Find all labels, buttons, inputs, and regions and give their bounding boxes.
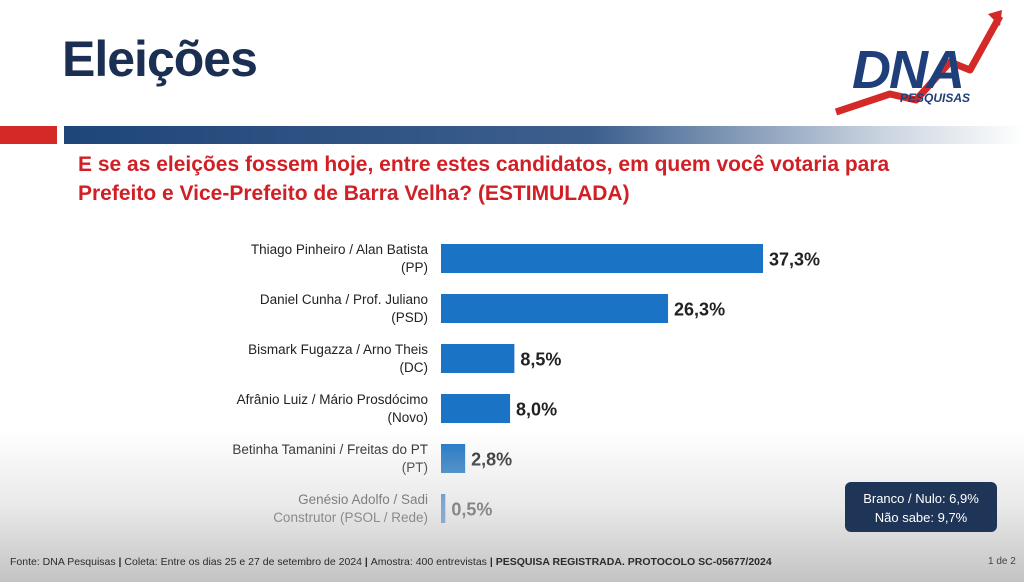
survey-question: E se as eleições fossem hoje, entre este… — [78, 150, 978, 208]
bar — [441, 344, 515, 373]
bar — [441, 494, 446, 523]
blank-null-text: Branco / Nulo: 6,9% — [863, 491, 979, 506]
category-label: Betinha Tamanini / Freitas do PT — [232, 442, 428, 457]
question-line-1: E se as eleições fossem hoje, entre este… — [78, 153, 890, 176]
bar-value-label: 0,5% — [451, 500, 492, 520]
header-red-stripe — [0, 126, 57, 144]
bar — [441, 244, 763, 273]
logo-subtext: PESQUISAS — [900, 91, 970, 105]
bar-value-label: 8,0% — [516, 400, 557, 420]
footer: Fonte: DNA Pesquisas | Coleta: Entre os … — [10, 556, 772, 568]
footer-separator: | — [486, 556, 496, 568]
page-title: Eleições — [62, 31, 258, 87]
question-line-2: Prefeito e Vice-Prefeito de Barra Velha?… — [78, 182, 630, 205]
bar-value-label: 8,5% — [520, 350, 561, 370]
category-label: Construtor (PSOL / Rede) — [273, 510, 428, 525]
bar — [441, 294, 669, 323]
category-label: Afrânio Luiz / Mário Prosdócimo — [237, 392, 428, 407]
footer-separator: | — [115, 556, 125, 568]
category-label: (PT) — [402, 460, 428, 475]
footer-sample: Amostra: 400 entrevistas — [370, 556, 487, 568]
page-number: 1 de 2 — [988, 556, 1016, 567]
bar — [441, 444, 466, 473]
footer-collection: Coleta: Entre os dias 25 e 27 de setembr… — [124, 556, 362, 568]
dont-know-text: Não sabe: 9,7% — [874, 510, 968, 525]
footer-source: Fonte: DNA Pesquisas — [10, 556, 116, 568]
logo-text: DNA — [852, 40, 963, 100]
category-label: (PP) — [401, 260, 428, 275]
header-blue-stripe — [64, 126, 1024, 144]
footer-separator: | — [362, 556, 371, 568]
bar-value-label: 26,3% — [674, 300, 725, 320]
category-label: (Novo) — [387, 410, 428, 425]
dna-pesquisas-logo: DNA PESQUISAS — [834, 10, 1004, 116]
category-label: Thiago Pinheiro / Alan Batista — [251, 242, 429, 257]
category-label: Bismark Fugazza / Arno Theis — [248, 342, 428, 357]
category-label: Daniel Cunha / Prof. Juliano — [260, 292, 428, 307]
bar-value-label: 2,8% — [471, 450, 512, 470]
blank-null-summary-box: Branco / Nulo: 6,9% Não sabe: 9,7% — [845, 482, 997, 532]
bar-value-label: 37,3% — [769, 250, 820, 270]
footer-registration: PESQUISA REGISTRADA. PROTOCOLO SC-05677/… — [495, 556, 772, 568]
category-label: (PSD) — [391, 310, 428, 325]
category-label: (DC) — [400, 360, 429, 375]
bar — [441, 394, 511, 423]
category-label: Genésio Adolfo / Sadi — [298, 492, 428, 507]
